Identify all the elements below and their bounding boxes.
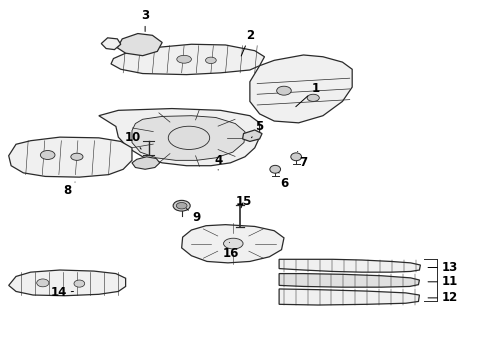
- Ellipse shape: [40, 150, 55, 159]
- Polygon shape: [132, 116, 245, 160]
- Polygon shape: [250, 55, 352, 123]
- Ellipse shape: [37, 279, 49, 287]
- Polygon shape: [101, 38, 121, 50]
- Text: 15: 15: [235, 195, 252, 208]
- Ellipse shape: [176, 203, 187, 209]
- Text: 4: 4: [214, 154, 222, 170]
- Text: 10: 10: [125, 131, 141, 149]
- Ellipse shape: [168, 126, 210, 149]
- Ellipse shape: [71, 153, 83, 160]
- Polygon shape: [99, 109, 260, 166]
- Ellipse shape: [205, 57, 216, 64]
- Polygon shape: [243, 130, 262, 141]
- Polygon shape: [117, 33, 162, 56]
- Ellipse shape: [223, 238, 243, 249]
- Text: 1: 1: [296, 82, 319, 107]
- Text: 14: 14: [50, 286, 74, 299]
- Ellipse shape: [291, 153, 301, 161]
- Polygon shape: [9, 137, 132, 177]
- Ellipse shape: [277, 86, 291, 95]
- Text: 16: 16: [222, 243, 239, 260]
- Text: 8: 8: [63, 182, 75, 197]
- Polygon shape: [182, 225, 284, 263]
- Text: 2: 2: [241, 29, 254, 56]
- Text: 5: 5: [251, 120, 264, 138]
- Text: 11: 11: [428, 275, 458, 288]
- Polygon shape: [279, 274, 419, 287]
- Text: 7: 7: [297, 152, 308, 168]
- Ellipse shape: [270, 165, 281, 173]
- Ellipse shape: [173, 201, 190, 211]
- Text: 9: 9: [187, 208, 200, 224]
- Text: 3: 3: [141, 9, 149, 31]
- Polygon shape: [111, 44, 265, 75]
- Ellipse shape: [177, 55, 192, 63]
- Text: 13: 13: [428, 261, 458, 274]
- Polygon shape: [279, 289, 419, 305]
- Polygon shape: [132, 157, 160, 169]
- Text: 6: 6: [279, 172, 288, 190]
- Text: 12: 12: [428, 291, 458, 305]
- Polygon shape: [9, 270, 125, 296]
- Ellipse shape: [74, 280, 85, 287]
- Polygon shape: [279, 259, 420, 272]
- Ellipse shape: [307, 94, 319, 102]
